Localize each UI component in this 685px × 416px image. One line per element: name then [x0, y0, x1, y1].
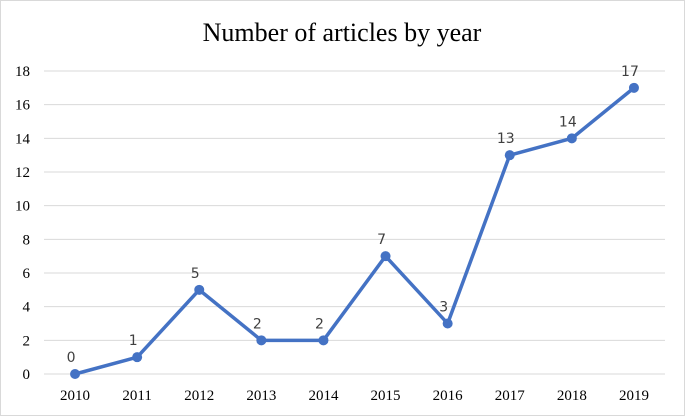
data-point — [70, 369, 81, 379]
chart-title: Number of articles by year — [203, 18, 482, 47]
y-tick-label: 10 — [15, 199, 30, 215]
data-point — [318, 335, 329, 346]
x-tick-label: 2013 — [246, 388, 276, 404]
data-labels: 0 1 5 2 2 7 3 13 14 17 — [67, 64, 639, 366]
y-tick-label: 12 — [15, 165, 30, 181]
data-label: 17 — [621, 64, 639, 80]
data-point — [194, 284, 205, 295]
y-tick-label: 8 — [23, 232, 31, 248]
x-tick-label: 2010 — [60, 388, 90, 404]
y-axis-ticks: 0 2 4 6 8 10 12 14 16 18 — [15, 64, 31, 383]
y-tick-label: 14 — [15, 131, 31, 147]
data-label: 5 — [191, 266, 200, 282]
x-axis-ticks: 2010 2011 2012 2013 2014 2015 2016 2017 2018 2019 — [60, 388, 649, 404]
data-label: 1 — [129, 333, 138, 349]
data-point — [566, 133, 577, 144]
series-articles — [70, 82, 639, 379]
data-label: 0 — [67, 350, 76, 366]
x-tick-label: 2016 — [433, 388, 464, 404]
series-line — [74, 86, 636, 376]
y-tick-label: 16 — [15, 98, 31, 114]
data-label: 14 — [559, 114, 577, 130]
data-point — [442, 318, 453, 329]
data-point — [380, 251, 391, 262]
data-label: 2 — [253, 316, 262, 332]
x-tick-label: 2014 — [308, 388, 339, 404]
x-tick-label: 2018 — [557, 388, 587, 404]
data-label: 7 — [377, 232, 386, 248]
data-label: 2 — [315, 316, 324, 332]
data-point — [132, 352, 143, 363]
x-tick-label: 2012 — [184, 388, 214, 404]
x-tick-label: 2015 — [371, 388, 401, 404]
y-tick-label: 18 — [15, 64, 30, 80]
data-point — [256, 335, 267, 346]
y-tick-label: 6 — [23, 266, 31, 282]
x-tick-label: 2011 — [122, 388, 151, 404]
data-point — [504, 150, 515, 161]
y-tick-label: 4 — [23, 300, 31, 316]
x-tick-label: 2019 — [619, 388, 649, 404]
gridlines — [44, 70, 665, 375]
data-label: 3 — [439, 300, 448, 316]
x-tick-label: 2017 — [495, 388, 526, 404]
y-tick-label: 2 — [23, 333, 31, 349]
y-tick-label: 0 — [23, 367, 31, 383]
data-point — [628, 82, 639, 93]
data-label: 13 — [497, 131, 515, 147]
